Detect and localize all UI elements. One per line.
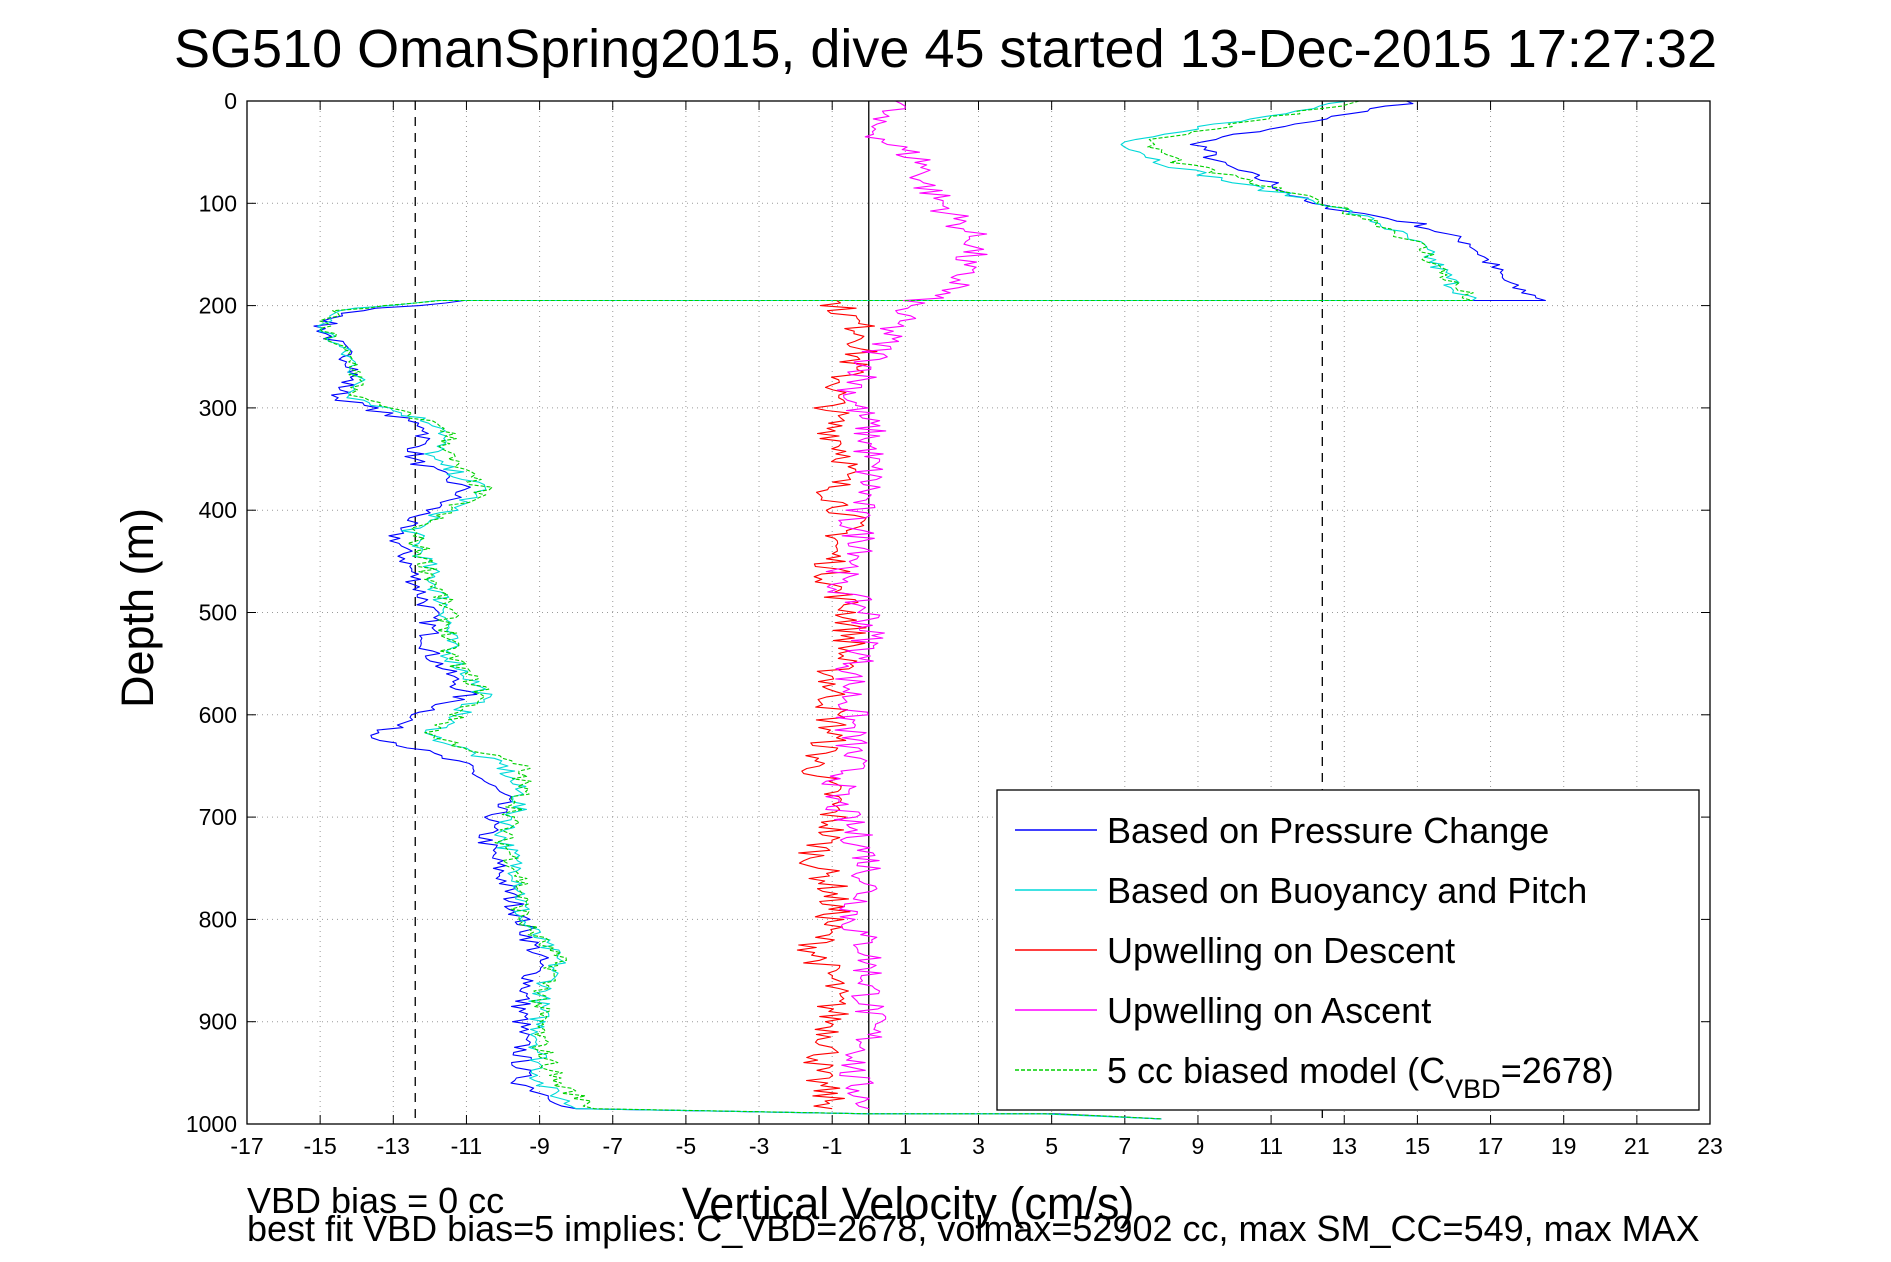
x-tick-label: 15 <box>1405 1133 1431 1159</box>
x-tick-label: 13 <box>1331 1133 1357 1159</box>
y-tick-label: 200 <box>199 293 237 319</box>
x-tick-label: -17 <box>230 1133 263 1159</box>
legend-label: Based on Pressure Change <box>1107 810 1549 851</box>
x-tick-label: 21 <box>1624 1133 1650 1159</box>
series-line-0 <box>313 100 1546 1120</box>
x-tick-label: -15 <box>304 1133 337 1159</box>
x-axis-label: Vertical Velocity (cm/s) <box>681 1178 1135 1229</box>
y-tick-label: 700 <box>199 804 237 830</box>
y-tick-label: 100 <box>199 190 237 216</box>
vbd-bias-note: VBD bias = 0 cc <box>247 1180 505 1221</box>
x-tick-label: 9 <box>1192 1133 1205 1159</box>
x-tick-label: 19 <box>1551 1133 1577 1159</box>
legend-box <box>996 789 1700 1111</box>
x-tick-label: 5 <box>1045 1133 1058 1159</box>
series-line-4 <box>319 100 1474 1120</box>
x-tick-label: -5 <box>676 1133 696 1159</box>
legend-label: Based on Buoyancy and Pitch <box>1107 870 1587 911</box>
series-line-2 <box>796 300 878 1110</box>
x-tick-label: -13 <box>377 1133 410 1159</box>
legend-label: Upwelling on Ascent <box>1107 990 1431 1031</box>
y-tick-label: 500 <box>199 600 237 626</box>
fit-summary-note: best fit VBD bias=5 implies: C_VBD=2678,… <box>247 1208 1700 1249</box>
axes-box <box>246 100 1711 1125</box>
legend-subscript: VBD <box>1445 1074 1501 1104</box>
series-line-3 <box>821 100 988 1110</box>
chart-title: SG510 OmanSpring2015, dive 45 started 13… <box>173 19 1717 79</box>
legend-label: Upwelling on Descent <box>1107 930 1455 971</box>
x-tick-label: 23 <box>1697 1133 1723 1159</box>
x-tick-label: -3 <box>749 1133 769 1159</box>
y-tick-label: 0 <box>224 88 237 114</box>
x-tick-label: 11 <box>1259 1133 1283 1159</box>
x-tick-label: 17 <box>1478 1133 1504 1159</box>
x-tick-label: 7 <box>1118 1133 1131 1159</box>
x-tick-label: -9 <box>529 1133 549 1159</box>
y-tick-label: 900 <box>199 1009 237 1035</box>
x-tick-label: -1 <box>822 1133 842 1159</box>
y-tick-label: 400 <box>199 497 237 523</box>
x-tick-label: 1 <box>899 1133 912 1159</box>
y-tick-label: 300 <box>199 395 237 421</box>
x-tick-label: -11 <box>451 1133 483 1159</box>
y-tick-label: 800 <box>199 906 237 932</box>
y-tick-label: 600 <box>199 702 237 728</box>
series-line-1 <box>317 100 1477 1120</box>
x-tick-label: -7 <box>603 1133 623 1159</box>
x-tick-label: 3 <box>972 1133 985 1159</box>
legend-label-tail: =2678) <box>1501 1050 1614 1091</box>
y-tick-label: 1000 <box>186 1111 237 1137</box>
